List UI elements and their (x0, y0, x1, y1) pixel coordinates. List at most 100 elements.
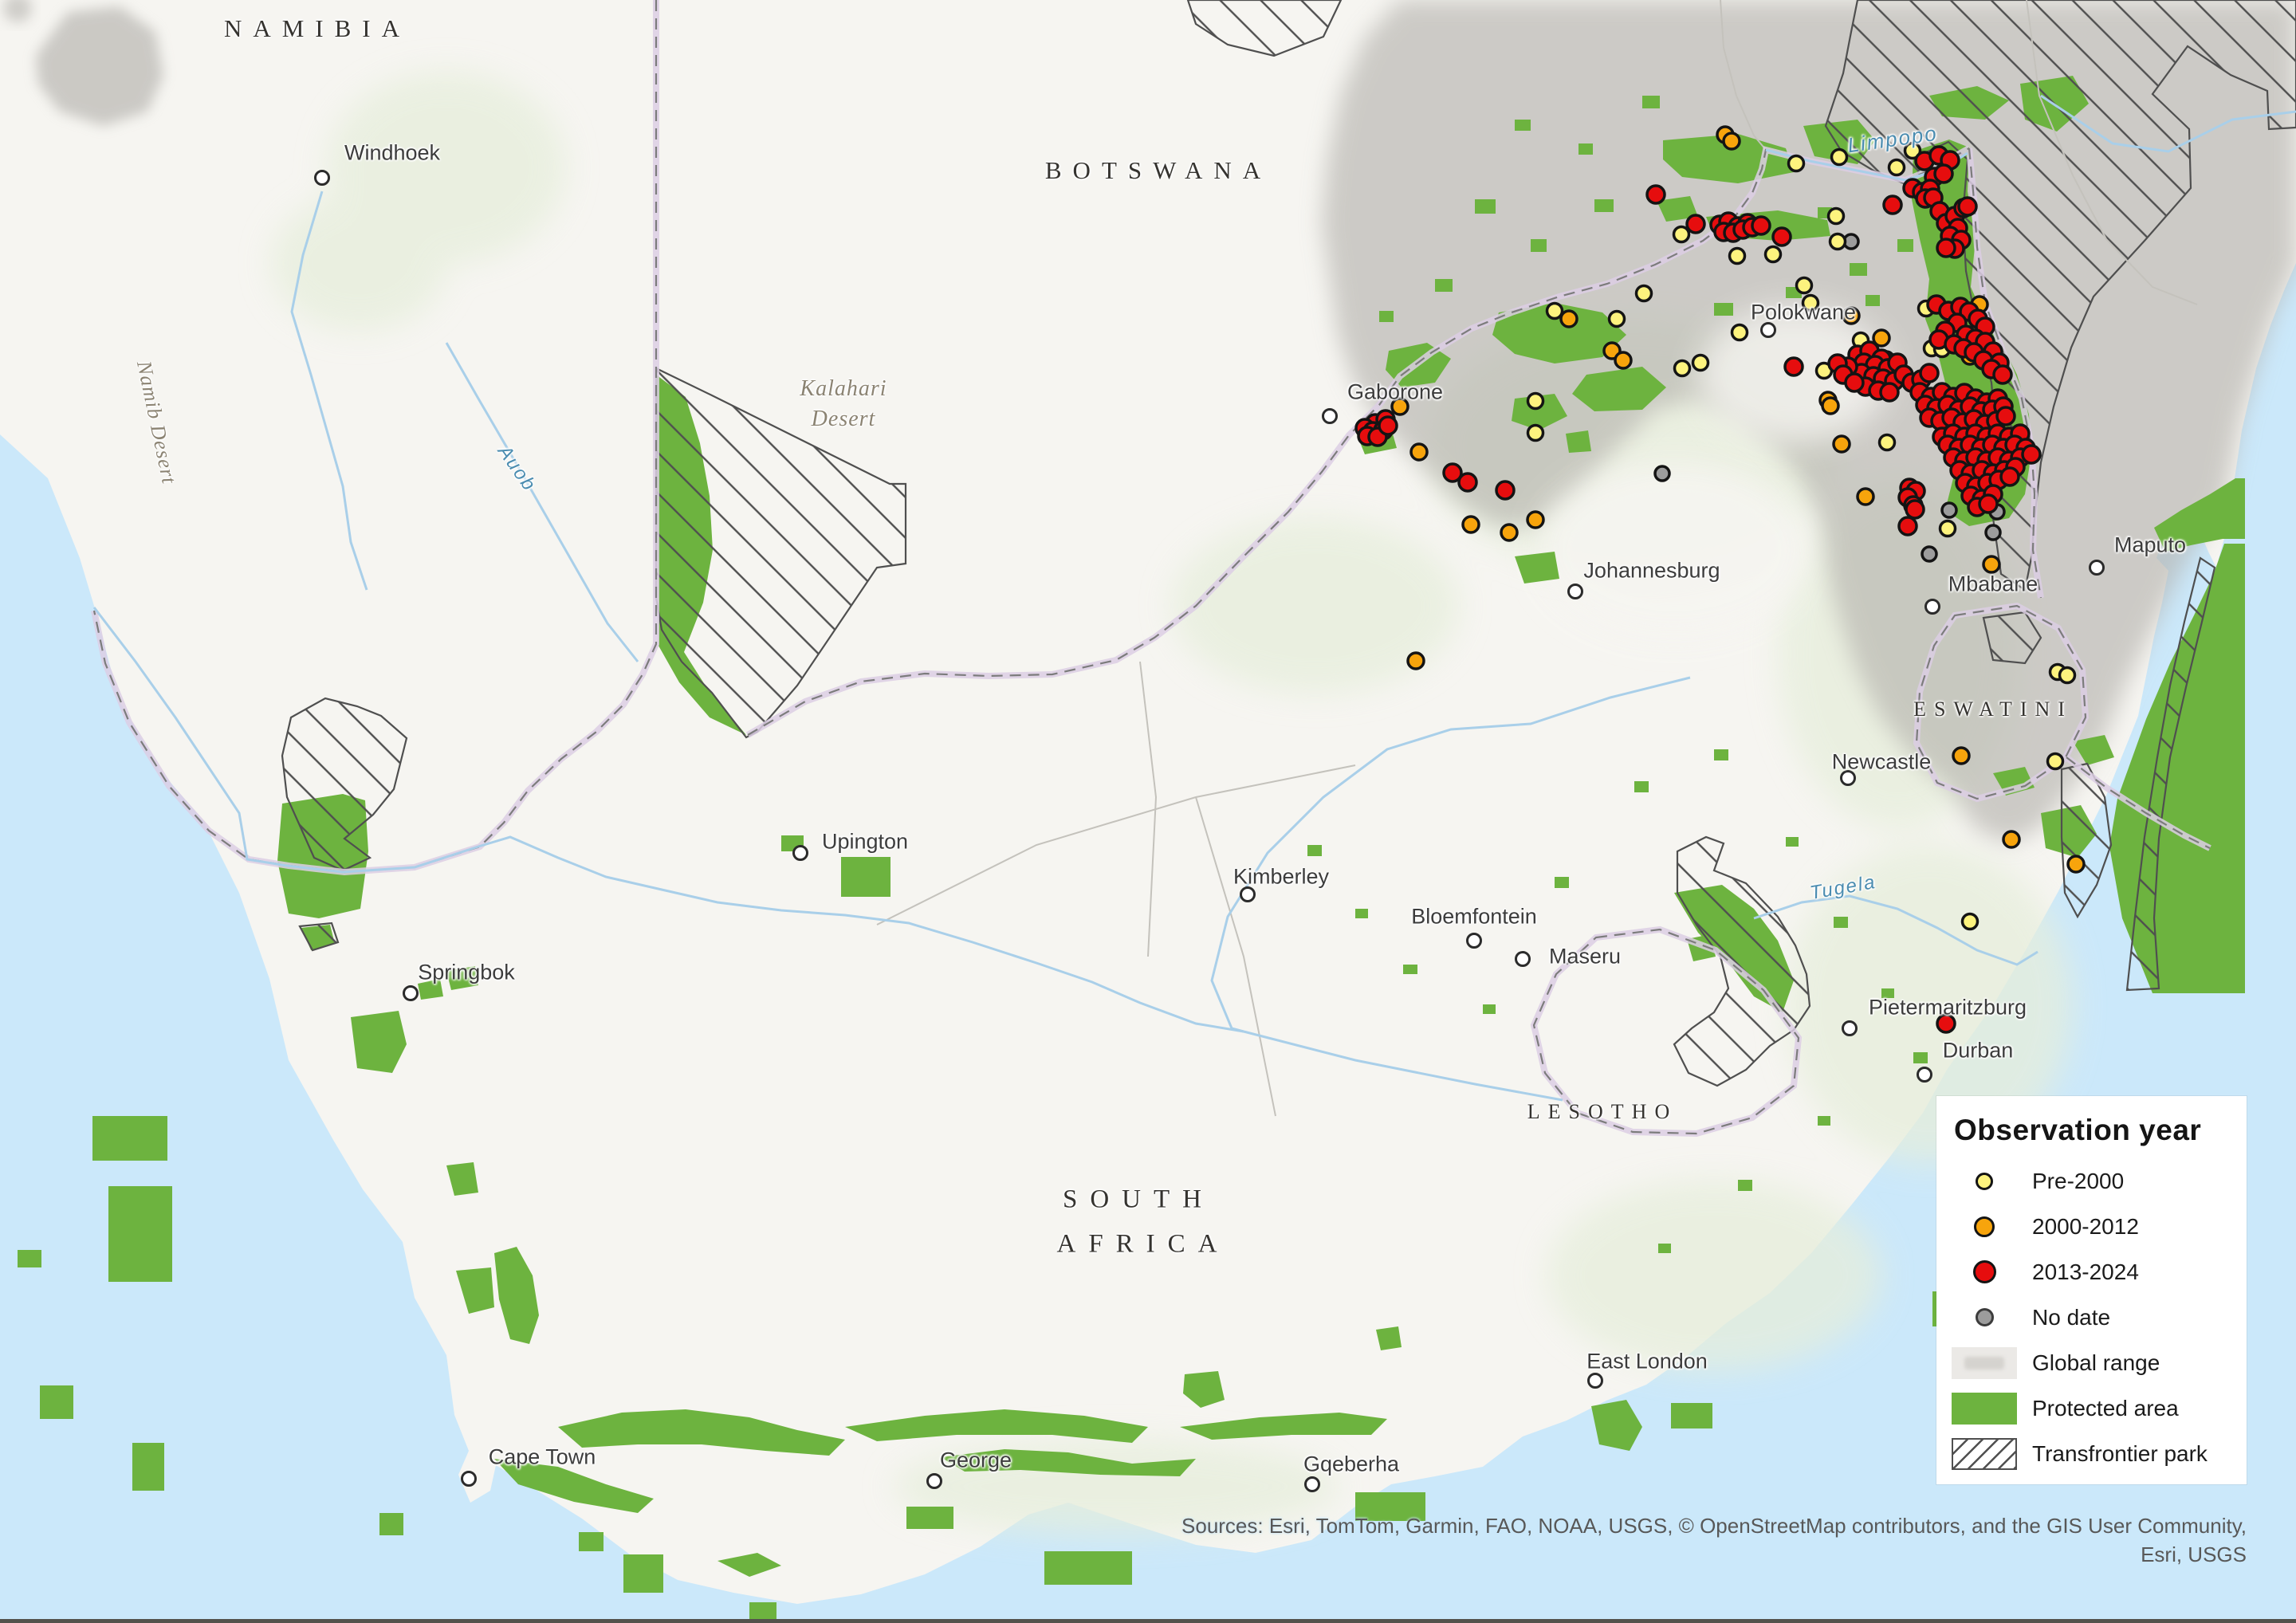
observation-dot-y2013_2024[interactable] (1879, 382, 1900, 403)
observation-dot-y2013_2024[interactable] (1992, 364, 2013, 385)
observation-dot-pre2000[interactable] (1801, 293, 1820, 312)
observation-dot-y2013_2024[interactable] (1936, 238, 1956, 258)
observation-dot-pre2000[interactable] (1730, 323, 1749, 342)
observation-dot-pre2000[interactable] (1877, 433, 1897, 452)
observation-dot-no_date[interactable] (1984, 524, 2002, 541)
observation-dot-y2000_2012[interactable] (1842, 306, 1861, 325)
city-marker-durban[interactable] (1917, 1067, 1932, 1083)
observation-dot-y2000_2012[interactable] (1409, 442, 1429, 462)
observation-dot-y2013_2024[interactable] (1844, 372, 1865, 393)
observation-dot-y2000_2012[interactable] (1952, 746, 1971, 765)
observation-dot-pre2000[interactable] (1830, 147, 1849, 167)
observation-dot-pre2000[interactable] (1787, 154, 1806, 173)
observation-dot-y2013_2024[interactable] (1905, 499, 1925, 520)
observation-dot-pre2000[interactable] (2046, 752, 2065, 771)
city-marker-johannesburg[interactable] (1567, 584, 1583, 599)
observation-dot-y2000_2012[interactable] (2002, 830, 2021, 849)
observation-dot-y2013_2024[interactable] (1378, 415, 1398, 436)
observation-dot-pre2000[interactable] (1960, 912, 1980, 931)
observation-dot-y2000_2012[interactable] (1390, 397, 1409, 416)
observation-dot-y2000_2012[interactable] (1832, 434, 1851, 454)
observation-dot-y2013_2024[interactable] (1919, 363, 1940, 383)
observation-dot-y2000_2012[interactable] (1461, 515, 1480, 534)
map-attribution: Sources: Esri, TomTom, Garmin, FAO, NOAA… (1051, 1511, 2247, 1569)
city-marker-maputo[interactable] (2089, 560, 2105, 576)
observation-dot-y2000_2012[interactable] (1821, 396, 1840, 415)
observation-dot-pre2000[interactable] (1826, 206, 1846, 226)
observation-dot-pre2000[interactable] (1728, 246, 1747, 265)
observation-dot-pre2000[interactable] (1634, 284, 1653, 303)
observation-dot-y2000_2012[interactable] (1526, 510, 1545, 529)
observation-dot-y2013_2024[interactable] (1978, 493, 1999, 514)
observation-dot-y2000_2012[interactable] (1614, 351, 1633, 370)
observation-dot-pre2000[interactable] (1795, 276, 1814, 295)
observation-dot-pre2000[interactable] (1828, 232, 1847, 251)
observation-dot-y2013_2024[interactable] (1957, 196, 1978, 217)
2013-2024-dot-icon (1972, 1260, 1996, 1283)
observation-dot-pre2000[interactable] (1903, 141, 1922, 160)
observation-dot-pre2000[interactable] (1607, 309, 1626, 328)
observation-dot-y2013_2024[interactable] (1685, 214, 1706, 234)
observation-dot-pre2000[interactable] (2058, 666, 2077, 685)
observation-dot-y2013_2024[interactable] (2021, 444, 2042, 465)
observation-dot-y2013_2024[interactable] (1751, 215, 1771, 236)
observation-dot-no_date[interactable] (1940, 501, 1958, 519)
observation-dot-y2013_2024[interactable] (1933, 163, 1954, 184)
observation-dot-pre2000[interactable] (1526, 391, 1545, 411)
city-marker-gaborone[interactable] (1322, 408, 1338, 424)
observation-dot-y2000_2012[interactable] (1982, 555, 2001, 574)
city-marker-east-london[interactable] (1587, 1373, 1603, 1389)
observation-dot-y2013_2024[interactable] (1936, 1013, 1956, 1034)
city-marker-pietermaritzburg[interactable] (1842, 1020, 1858, 1036)
observation-dot-y2000_2012[interactable] (2066, 855, 2086, 874)
observation-dot-pre2000[interactable] (1938, 519, 1957, 538)
observation-dot-pre2000[interactable] (1887, 158, 1906, 177)
observation-dot-pre2000[interactable] (1545, 301, 1564, 320)
observation-dot-y2000_2012[interactable] (1872, 328, 1891, 348)
map-neatline (0, 1619, 2296, 1623)
observation-dot-y2013_2024[interactable] (1897, 516, 1918, 536)
city-markers-layer (314, 170, 2105, 1492)
city-marker-polokwane[interactable] (1760, 322, 1776, 338)
observation-dot-y2000_2012[interactable] (1406, 651, 1425, 670)
observation-dot-y2000_2012[interactable] (1559, 309, 1578, 328)
observation-dot-y2000_2012[interactable] (1722, 132, 1741, 151)
city-marker-mbabane[interactable] (1924, 599, 1940, 615)
observation-dot-y2013_2024[interactable] (1783, 356, 1804, 377)
observation-dot-y2013_2024[interactable] (1457, 472, 1478, 493)
observation-dot-pre2000[interactable] (1673, 359, 1692, 378)
observation-dots-layer (1354, 125, 2086, 1034)
observation-dot-pre2000[interactable] (1763, 245, 1783, 264)
observation-dot-y2013_2024[interactable] (1999, 466, 2020, 487)
observation-dot-no_date[interactable] (1921, 545, 1938, 563)
city-marker-gqeberha[interactable] (1304, 1476, 1320, 1492)
observation-dot-y2013_2024[interactable] (1882, 195, 1903, 215)
city-marker-newcastle[interactable] (1840, 770, 1856, 786)
observation-dot-y2013_2024[interactable] (1442, 462, 1463, 483)
observation-dot-no_date[interactable] (1653, 465, 1671, 482)
city-marker-george[interactable] (926, 1473, 942, 1489)
observation-dot-pre2000[interactable] (1691, 353, 1710, 372)
observation-dot-y2013_2024[interactable] (1771, 226, 1792, 247)
observation-dot-pre2000[interactable] (1672, 225, 1691, 244)
observation-dot-y2000_2012[interactable] (1500, 523, 1519, 542)
observation-dot-y2000_2012[interactable] (1856, 487, 1875, 506)
city-marker-kimberley[interactable] (1240, 886, 1256, 902)
city-marker-cape-town[interactable] (461, 1471, 477, 1487)
no-date-dot-icon (1975, 1308, 1994, 1326)
observation-dot-pre2000[interactable] (1526, 423, 1545, 442)
attribution-line1: Sources: Esri, TomTom, Garmin, FAO, NOAA… (1181, 1514, 2247, 1538)
city-marker-maseru[interactable] (1515, 951, 1531, 967)
city-marker-upington[interactable] (792, 845, 808, 861)
legend-item-pre2000: Pre-2000 (1936, 1158, 2247, 1204)
city-marker-windhoek[interactable] (314, 170, 330, 186)
city-marker-bloemfontein[interactable] (1466, 933, 1482, 949)
global-range-swatch-icon (1952, 1346, 2017, 1379)
2000-2012-dot-icon (1974, 1216, 1995, 1237)
observation-dot-y2013_2024[interactable] (1645, 184, 1666, 205)
observation-dot-y2013_2024[interactable] (1995, 406, 2016, 426)
city-marker-springbok[interactable] (403, 985, 419, 1001)
observation-dot-y2013_2024[interactable] (1495, 480, 1516, 501)
